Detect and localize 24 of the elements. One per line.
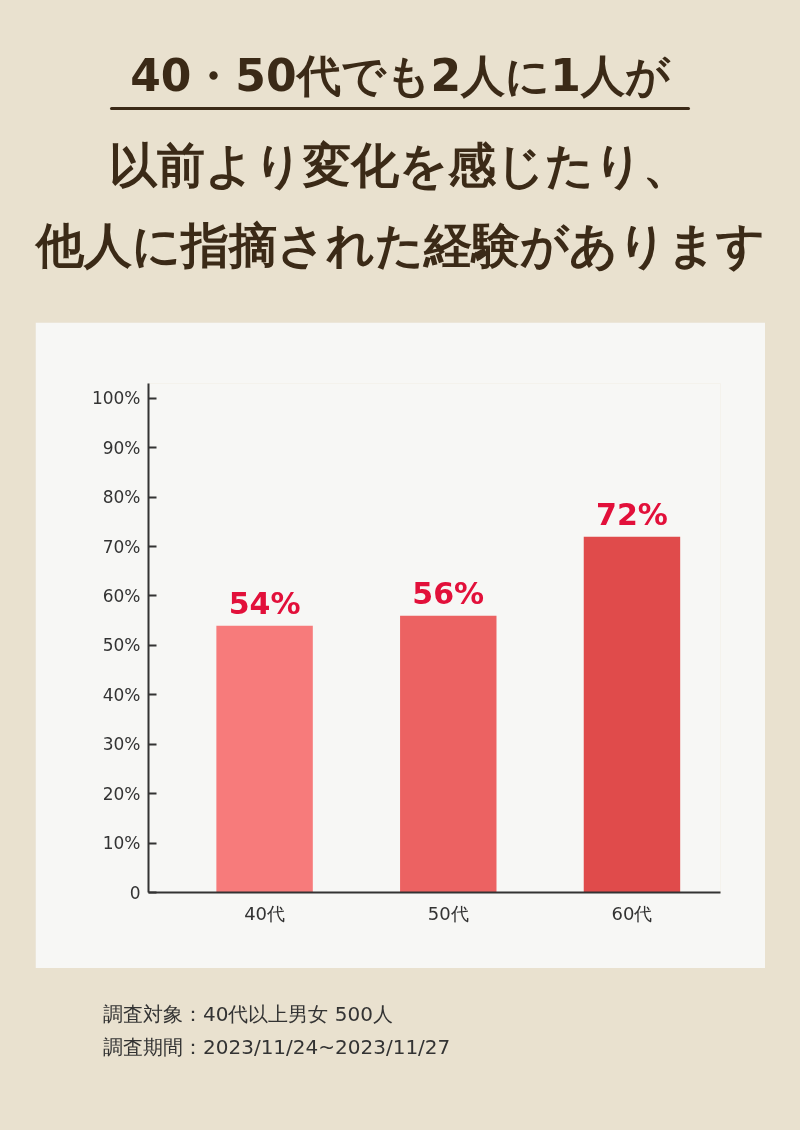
bar <box>216 625 313 893</box>
x-tick-label: 60代 <box>611 902 653 924</box>
y-tick-label: 0 <box>129 882 141 903</box>
text: 調査対象：40代以上男女 500人 <box>103 1001 394 1028</box>
y-tick-label: 60% <box>102 586 141 606</box>
y-tick-label: 70% <box>102 536 141 557</box>
y-tick-label: 80% <box>102 487 141 508</box>
chart-title: 40・50代でも2人に1人が <box>129 49 672 103</box>
bar <box>583 536 681 893</box>
y-tick-label: 30% <box>102 734 141 755</box>
y-tick-label: 40% <box>102 684 141 705</box>
data-label: 72% <box>596 496 668 532</box>
chart-subtitle: 以前より変化を感じたり、他人に指摘された経験があります <box>34 136 766 275</box>
x-tick-label: 50代 <box>427 902 469 924</box>
bar <box>400 615 497 893</box>
data-label: 56% <box>412 575 485 611</box>
data-label: 54% <box>228 585 301 621</box>
y-tick-label: 20% <box>102 783 141 804</box>
text: 調査期間：2023/11/24~2023/11/27 <box>103 1034 452 1061</box>
x-tick-label: 40代 <box>244 902 286 924</box>
y-tick-label: 50% <box>102 635 141 656</box>
y-tick-label: 10% <box>102 833 141 854</box>
y-tick-label: 100% <box>91 388 141 409</box>
y-tick-label: 90% <box>102 437 141 458</box>
